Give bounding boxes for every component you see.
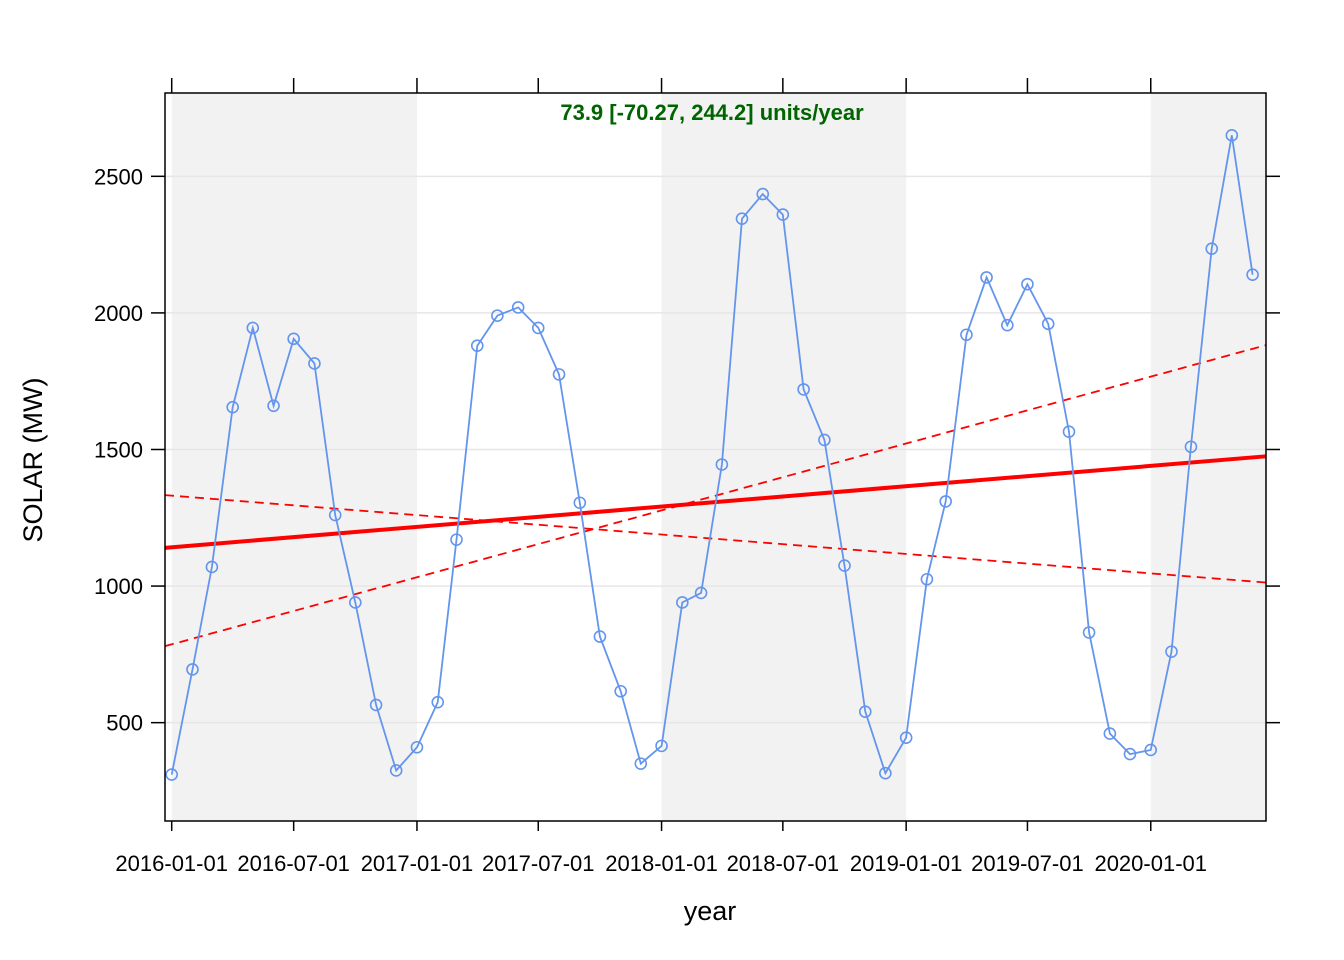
data-point-2020-03-01 [1184,440,1198,454]
data-point-2018-04-01 [715,458,729,471]
data-point-2020-02-01 [1165,645,1178,658]
data-point-2017-06-01 [511,301,525,314]
data-point-2016-08-01 [308,357,321,370]
year-band-2016 [171,93,417,821]
data-point-2019-05-01 [980,271,993,284]
data-point-2019-02-01 [920,572,934,586]
x-tick-label-2017-07-01: 2017-07-01 [482,851,595,876]
data-point-2018-01-01 [655,739,668,753]
data-point-2019-06-01 [1001,318,1014,332]
data-point-2019-01-01 [899,731,913,744]
x-tick-label-2020-01-01: 2020-01-01 [1094,851,1207,876]
y-tick-label-1000: 1000 [94,574,143,599]
trend-line-ci-1 [164,344,1267,648]
data-point-2018-09-01 [818,433,831,447]
data-point-2018-10-01 [838,559,851,572]
data-point-2017-03-01 [450,533,463,546]
x-axis-title: year [684,896,737,926]
series-line [170,135,1254,776]
data-point-2017-09-01 [573,496,587,510]
data-point-2016-10-01 [349,596,362,609]
data-point-2020-04-01 [1205,242,1219,256]
data-point-2019-03-01 [939,495,952,508]
data-point-2017-04-01 [470,339,484,352]
x-tick-label-2016-07-01: 2016-07-01 [237,851,350,876]
data-point-2016-02-01 [186,663,199,676]
data-point-2019-10-01 [1082,626,1096,639]
series-solar [165,129,1259,781]
data-point-2018-11-01 [858,705,872,719]
data-point-2017-07-01 [531,321,545,335]
trend-annotation: 73.9 [-70.27, 244.2] units/year [560,100,864,125]
data-point-2018-05-01 [735,212,749,225]
y-tick-label-2000: 2000 [94,301,143,326]
data-point-2017-10-01 [593,630,607,643]
data-point-2017-12-01 [634,757,648,770]
data-point-2018-03-01 [694,586,708,600]
plot-frame [164,92,1267,822]
y-tick-label-1500: 1500 [94,437,143,462]
year-bands [171,93,1266,821]
data-point-2017-08-01 [552,368,566,381]
data-point-2016-04-01 [226,400,239,414]
x-tick-label-2018-01-01: 2018-01-01 [605,851,718,876]
y-axis-title: SOLAR (MW) [18,378,48,543]
data-point-2016-03-01 [205,560,219,574]
data-point-2016-05-01 [246,321,260,335]
data-point-2016-11-01 [369,698,383,712]
data-point-2020-06-01 [1246,268,1259,281]
grid-lines [165,175,1266,724]
data-point-2016-09-01 [328,508,342,522]
data-point-2019-11-01 [1103,727,1117,740]
data-point-2019-08-01 [1041,317,1055,331]
data-point-2016-06-01 [267,399,280,413]
data-point-2020-01-01 [1144,743,1158,757]
data-point-2019-04-01 [960,328,973,342]
data-point-2019-09-01 [1062,425,1076,439]
data-point-2018-02-01 [676,596,689,609]
year-band-2018 [661,93,907,821]
data-point-2017-11-01 [614,684,627,698]
data-point-2017-02-01 [431,695,445,709]
data-point-2019-07-01 [1021,277,1034,291]
axes: 2016-01-01 2016-07-01 2017-01-01 2017-07-01… [94,78,1280,876]
data-point-2018-07-01 [776,208,790,221]
x-tick-label-2019-07-01: 2019-07-01 [971,851,1084,876]
y-tick-label-2500: 2500 [94,164,143,189]
data-point-2018-06-01 [756,187,770,201]
x-tick-label-2018-07-01: 2018-07-01 [727,851,840,876]
data-point-2020-05-01 [1225,129,1239,142]
data-point-2016-12-01 [389,764,403,777]
x-tick-label-2016-01-01: 2016-01-01 [115,851,228,876]
x-tick-label-2019-01-01: 2019-01-01 [850,851,963,876]
x-tick-label-2017-01-01: 2017-01-01 [361,851,474,876]
data-point-2018-12-01 [879,766,892,780]
data-point-2016-01-01 [165,768,179,781]
data-point-2017-01-01 [410,740,424,754]
data-point-2018-08-01 [797,383,810,396]
data-point-2017-05-01 [491,309,504,322]
data-point-2016-07-01 [287,332,300,346]
y-tick-label-500: 500 [106,711,143,736]
data-point-2019-12-01 [1123,747,1137,761]
